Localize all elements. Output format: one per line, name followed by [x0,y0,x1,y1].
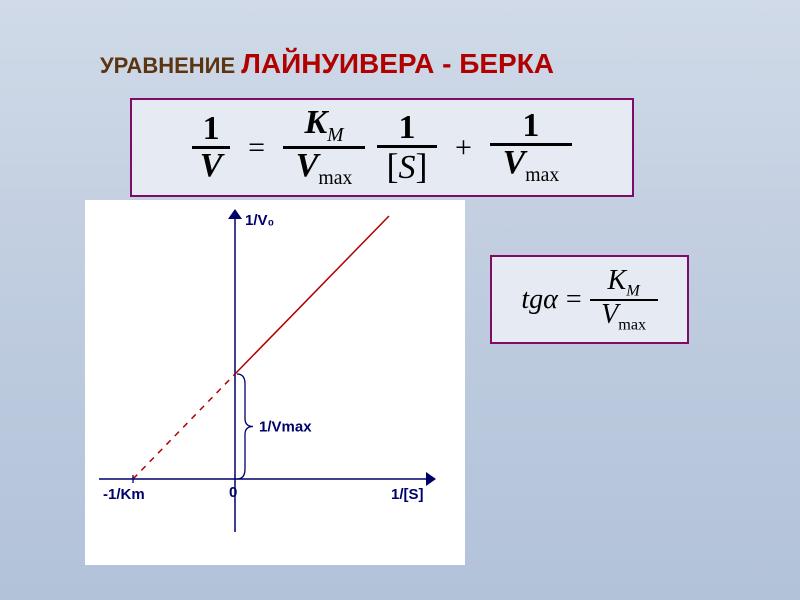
slide-title: УРАВНЕНИЕ ЛАЙНУИВЕРА - БЕРКА [100,48,554,80]
svg-text:0: 0 [229,484,237,501]
tg-text: tgα [521,284,557,316]
Km-sub: M [626,281,640,299]
lhs-num: 1 [203,110,220,147]
lhs-den: V [200,147,223,184]
plot-svg: 1/V₀ 1/[S] 0 -1/Km 1/Vmax [85,200,465,565]
svg-text:1/[S]: 1/[S] [391,486,424,503]
frac-1-over-V: 1 V [192,112,230,183]
lineweaver-burk-plot: 1/V₀ 1/[S] 0 -1/Km 1/Vmax [85,200,465,565]
tg-equation: tgα = KM Vmax [492,257,687,342]
main-equation-box: 1 V = KM Vmax 1 [S] + 1 Vmax [130,98,634,197]
title-suffix: ЛАЙНУИВЕРА - БЕРКА [241,48,554,79]
S: S [399,149,416,186]
term3-V: V [503,144,526,181]
svg-text:1/Vmax: 1/Vmax [259,419,312,436]
frac-1-over-S: 1 [S] [377,111,437,185]
term3-num: 1 [522,107,539,144]
equals-sign: = [566,284,582,316]
frac-Km-over-Vmax: KM Vmax [590,267,658,333]
frac-Km-over-Vmax: KM Vmax [283,106,365,188]
Vmax-sub: max [318,167,352,189]
tg-equation-box: tgα = KM Vmax [490,255,689,344]
Vmax-sub: max [618,315,646,333]
Vmax-V: V [601,299,618,330]
svg-text:-1/Km: -1/Km [103,486,145,503]
Vmax-V: V [296,147,319,184]
frac-1-over-Vmax: 1 Vmax [490,109,572,186]
plus-sign: + [449,131,478,165]
svg-text:1/V₀: 1/V₀ [245,212,274,229]
title-prefix: УРАВНЕНИЕ [100,53,241,78]
rbracket: ] [416,146,428,186]
tg: tg [521,284,543,315]
Km-K: K [608,265,627,296]
Km-K: K [304,104,327,141]
main-equation: 1 V = KM Vmax 1 [S] + 1 Vmax [132,100,632,195]
Km-sub: M [327,124,343,146]
term3-sub: max [525,164,559,186]
alpha: α [543,284,558,315]
lbracket: [ [387,146,399,186]
slide: УРАВНЕНИЕ ЛАЙНУИВЕРА - БЕРКА 1 V = KM Vm… [0,0,800,600]
equals-sign: = [242,131,271,165]
term2-num: 1 [399,109,416,146]
